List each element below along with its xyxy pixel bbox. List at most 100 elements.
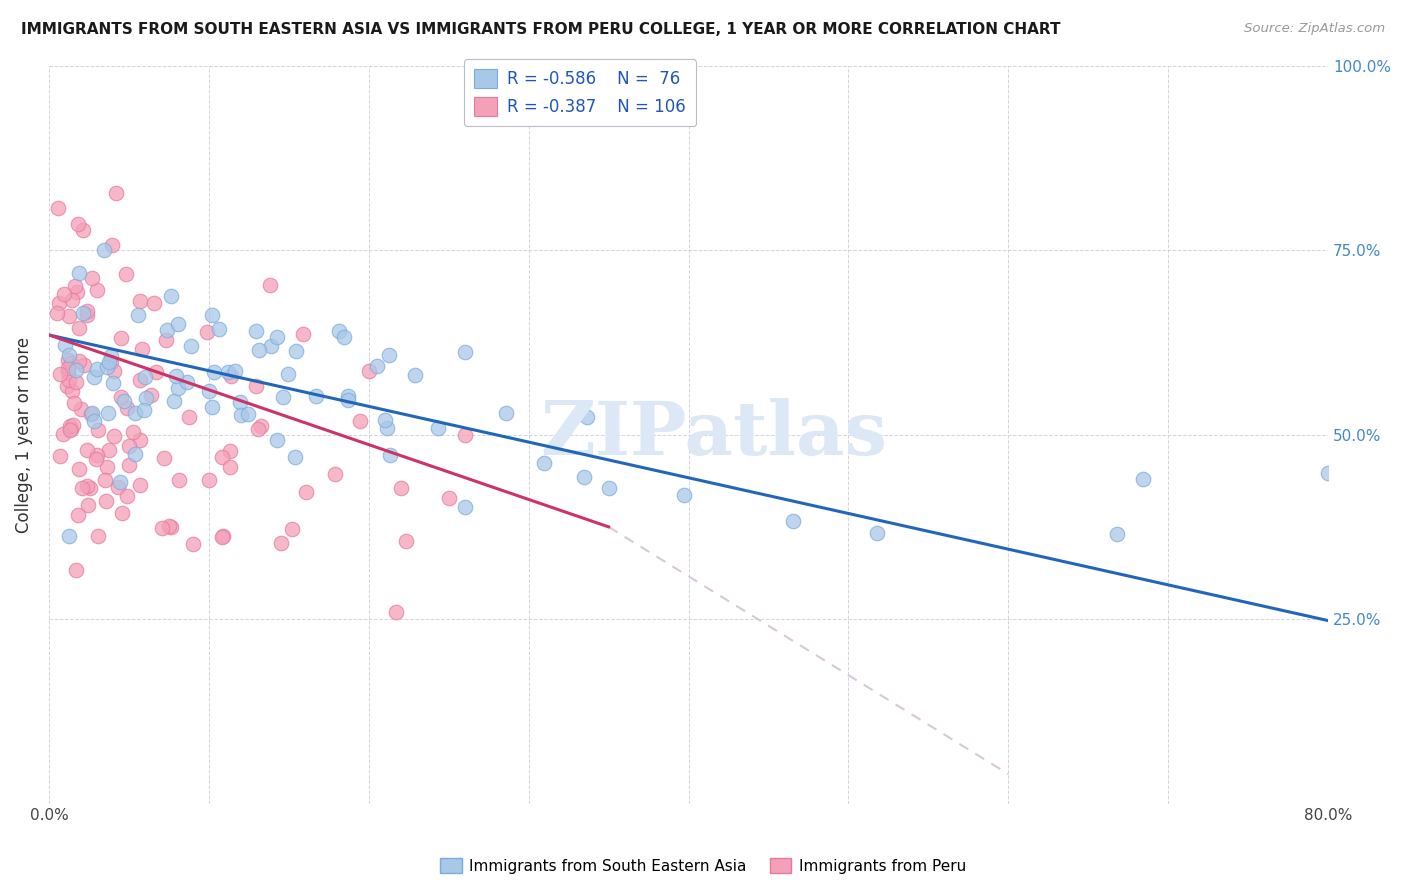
Point <box>195 325 218 339</box>
Point <box>46 306 69 320</box>
Point <box>231 408 253 422</box>
Point <box>782 514 804 528</box>
Point <box>86 283 108 297</box>
Point <box>58 373 80 387</box>
Point <box>277 367 299 381</box>
Point <box>576 409 599 424</box>
Point <box>115 267 138 281</box>
Point <box>200 308 222 322</box>
Point <box>62 396 84 410</box>
Point <box>202 365 225 379</box>
Point <box>167 317 190 331</box>
Point <box>94 494 117 508</box>
Legend: Immigrants from South Eastern Asia, Immigrants from Peru: Immigrants from South Eastern Asia, Immi… <box>434 852 972 880</box>
Point <box>67 462 90 476</box>
Point <box>673 488 696 502</box>
Point <box>325 467 347 482</box>
Point <box>62 417 84 432</box>
Point <box>52 427 75 442</box>
Point <box>67 320 90 334</box>
Point <box>58 529 80 543</box>
Point <box>135 391 157 405</box>
Point <box>124 447 146 461</box>
Point <box>495 405 517 419</box>
Point <box>219 444 242 458</box>
Point <box>1107 526 1129 541</box>
Point <box>76 442 98 457</box>
Point <box>129 433 152 447</box>
Point <box>384 605 406 619</box>
Point <box>359 364 381 378</box>
Point <box>118 439 141 453</box>
Point <box>129 294 152 309</box>
Point <box>103 428 125 442</box>
Point <box>245 324 267 338</box>
Point <box>247 422 270 436</box>
Point <box>66 217 89 231</box>
Point <box>176 375 198 389</box>
Point <box>378 448 401 462</box>
Point <box>46 202 69 216</box>
Point <box>87 529 110 543</box>
Point <box>134 402 156 417</box>
Point <box>378 348 401 362</box>
Point <box>224 364 246 378</box>
Point <box>67 266 90 280</box>
Point <box>110 390 132 404</box>
Point <box>337 392 360 407</box>
Point <box>48 296 70 310</box>
Point <box>533 456 555 470</box>
Point <box>60 422 83 436</box>
Point <box>157 518 180 533</box>
Point <box>273 390 295 404</box>
Point <box>284 450 307 464</box>
Point <box>165 368 187 383</box>
Point <box>117 401 139 416</box>
Point <box>250 419 273 434</box>
Point <box>181 537 204 551</box>
Point <box>76 478 98 492</box>
Point <box>389 482 412 496</box>
Point <box>80 407 103 421</box>
Point <box>280 522 302 536</box>
Point <box>58 310 80 324</box>
Point <box>94 473 117 487</box>
Point <box>82 406 104 420</box>
Point <box>1132 473 1154 487</box>
Text: IMMIGRANTS FROM SOUTH EASTERN ASIA VS IMMIGRANTS FROM PERU COLLEGE, 1 YEAR OR MO: IMMIGRANTS FROM SOUTH EASTERN ASIA VS IM… <box>21 22 1060 37</box>
Point <box>153 451 176 466</box>
Point <box>72 223 94 237</box>
Point <box>160 289 183 303</box>
Point <box>305 389 328 403</box>
Point <box>115 489 138 503</box>
Point <box>572 470 595 484</box>
Point <box>219 368 242 383</box>
Point <box>76 303 98 318</box>
Point <box>426 420 449 434</box>
Point <box>111 506 134 520</box>
Point <box>121 425 143 439</box>
Point <box>49 368 72 382</box>
Point <box>53 338 76 352</box>
Point <box>70 481 93 495</box>
Point <box>53 287 76 301</box>
Point <box>65 375 87 389</box>
Point <box>83 414 105 428</box>
Point <box>198 474 221 488</box>
Point <box>395 533 418 548</box>
Point <box>454 344 477 359</box>
Point <box>139 388 162 402</box>
Point <box>236 407 259 421</box>
Point <box>100 355 122 369</box>
Point <box>208 322 231 336</box>
Point <box>217 365 239 379</box>
Point <box>87 423 110 437</box>
Point <box>127 308 149 322</box>
Point <box>65 278 87 293</box>
Point <box>72 305 94 319</box>
Point <box>77 498 100 512</box>
Point <box>104 186 127 201</box>
Point <box>76 308 98 322</box>
Point <box>142 296 165 310</box>
Point <box>108 475 131 489</box>
